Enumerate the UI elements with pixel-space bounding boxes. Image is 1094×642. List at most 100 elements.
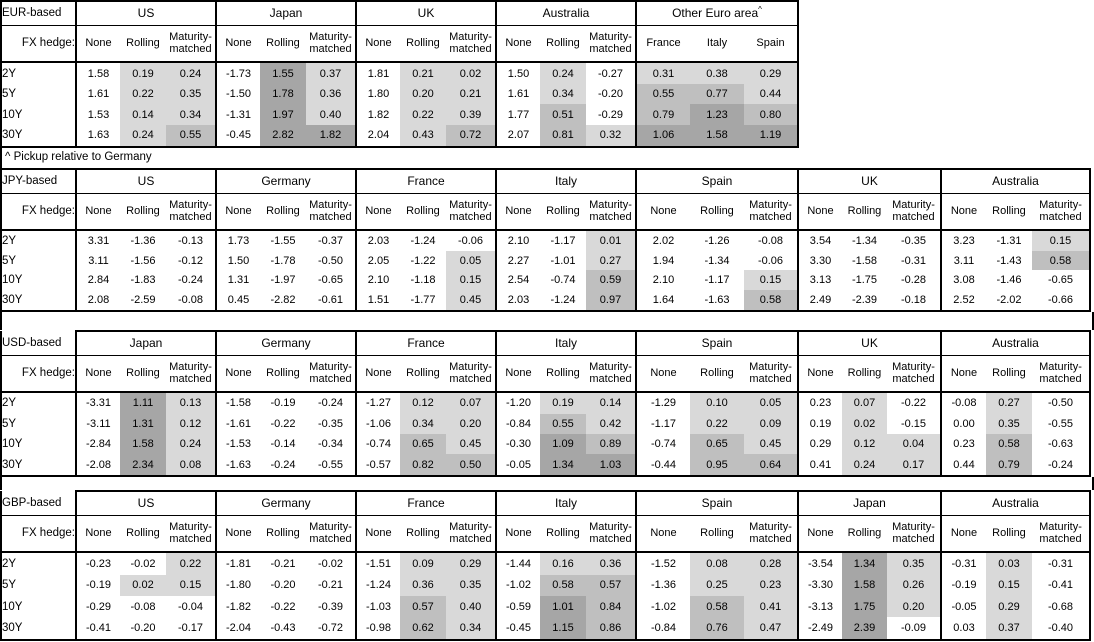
rate-cell: -0.09: [887, 617, 941, 641]
tenor-label: 2Y: [0, 552, 77, 575]
rate-cell: 0.57: [400, 595, 446, 618]
country-header: Germany: [215, 330, 356, 356]
rate-cell: 0.22: [166, 552, 216, 575]
rate-cell: 1.82: [306, 124, 356, 149]
country-header: Italy: [495, 490, 636, 516]
hedge-col-header: None: [215, 515, 260, 553]
country-header: Other Euro area^: [635, 0, 799, 26]
rate-cell: -1.24: [355, 574, 400, 596]
country-name: France: [407, 496, 445, 511]
rate-cell: 0.01: [586, 230, 636, 252]
hedge-col-header: None: [635, 355, 690, 393]
rate-cell: 1.58: [120, 433, 166, 455]
rate-cell: -0.65: [317, 274, 344, 287]
rate-cell: 0.22: [120, 84, 166, 105]
rate-cell: 3.31: [75, 230, 120, 252]
rate-cell: 1.73: [215, 230, 260, 252]
country-name: Japan: [129, 336, 163, 351]
tenor-label: 30Y: [0, 617, 77, 641]
table-gbp-based: GBP-based US Germany France Italy Spain Japan A…: [0, 490, 1091, 641]
rate-cell: 1.19: [744, 124, 799, 149]
rate-cell: 0.51: [540, 104, 586, 125]
rate-cell: 0.29: [797, 433, 842, 455]
rate-cell: 1.50: [215, 251, 260, 271]
country-name: France: [407, 174, 445, 189]
country-header: Germany: [215, 168, 356, 194]
rate-cell: -0.08: [130, 600, 156, 613]
rate-cell: 0.23: [797, 392, 842, 414]
rate-cell: -2.82: [260, 289, 306, 313]
rate-cell: -1.55: [270, 235, 296, 248]
rate-cell: 2.07: [495, 124, 540, 149]
rate-cell: -2.39: [842, 289, 887, 313]
rate-cell: -0.31: [940, 552, 986, 575]
rate-cell: -1.53: [215, 433, 260, 455]
hedge-col-header: None: [75, 25, 120, 63]
rate-cell: 0.58: [744, 289, 798, 313]
rate-cell: -0.27: [597, 67, 624, 80]
rate-cell: 0.21: [446, 84, 496, 105]
tenor-label: 2Y: [0, 62, 77, 85]
rate-cell: -0.44: [635, 454, 690, 477]
hedge-col-header: Rolling: [120, 355, 166, 393]
rate-cell: -1.06: [355, 413, 400, 434]
rate-cell: 1.64: [635, 289, 690, 313]
rate-cell: 0.45: [446, 289, 496, 313]
hedge-col-header: None: [495, 193, 540, 231]
rate-cell: 0.12: [166, 413, 216, 434]
rate-cell: 1.31: [215, 270, 260, 290]
rate-cell: -0.08: [166, 289, 216, 313]
rate-cell: -0.02: [130, 557, 156, 570]
rate-cell: 1.94: [635, 251, 690, 271]
rate-cell: 0.35: [166, 84, 216, 105]
rate-cell: -0.28: [900, 274, 927, 287]
rate-cell: -1.29: [635, 392, 690, 414]
rate-cell: 1.55: [260, 62, 306, 85]
rate-cell: 2.34: [120, 454, 166, 477]
country-header: France: [355, 168, 496, 194]
hedge-col-header: Rolling: [986, 355, 1032, 393]
rate-cell: -2.59: [120, 289, 166, 313]
hedge-col-header: Rolling: [842, 515, 887, 553]
rate-cell: 0.45: [744, 433, 798, 455]
rate-cell: 0.79: [635, 104, 690, 125]
rate-cell: -0.45: [215, 124, 260, 149]
rate-cell: 2.03: [355, 230, 400, 252]
rate-cell: -1.58: [215, 392, 260, 414]
rate-cell: 0.32: [586, 124, 636, 149]
rate-cell: 1.23: [690, 104, 744, 125]
rate-cell: 1.61: [75, 84, 120, 105]
hedge-col-header: Maturity-matched: [306, 193, 356, 231]
rate-cell: 0.34: [540, 84, 586, 105]
rate-cell: 0.72: [446, 124, 496, 149]
rate-cell: -0.23: [75, 552, 120, 575]
rate-cell: 0.28: [744, 552, 798, 575]
rate-cell: 1.53: [75, 104, 120, 125]
rate-cell: 0.34: [400, 413, 446, 434]
country-name: US: [137, 174, 155, 189]
rate-cell: -0.21: [270, 557, 296, 570]
rate-cell: 3.08: [940, 270, 986, 290]
hedge-col-header: None: [355, 25, 400, 63]
rate-cell: -1.36: [130, 235, 156, 248]
rate-cell: 0.27: [986, 392, 1032, 414]
hedge-col-header: Italy: [690, 25, 744, 63]
hedge-col-header: Rolling: [540, 515, 586, 553]
hedge-col-header: None: [940, 193, 986, 231]
rate-cell: 0.58: [690, 595, 744, 618]
rate-cell: -1.43: [996, 254, 1022, 267]
base-label: USD-based: [0, 331, 77, 356]
rate-cell: 2.82: [260, 124, 306, 149]
tenor-label: 10Y: [0, 104, 77, 125]
rate-cell: -1.50: [215, 84, 260, 105]
rate-cell: -0.04: [177, 600, 204, 613]
hedge-col-header: Maturity-matched: [887, 355, 941, 393]
rate-cell: 1.51: [355, 289, 400, 313]
rate-cell: -0.22: [270, 417, 296, 430]
rate-cell: 2.08: [75, 289, 120, 313]
rate-cell: 0.41: [797, 454, 842, 477]
rate-cell: 0.09: [744, 413, 798, 434]
rate-cell: -0.55: [306, 454, 356, 477]
rate-cell: -1.24: [410, 235, 436, 248]
table-usd-based: USD-based Japan Germany France Italy Spain UK A…: [0, 330, 1091, 477]
